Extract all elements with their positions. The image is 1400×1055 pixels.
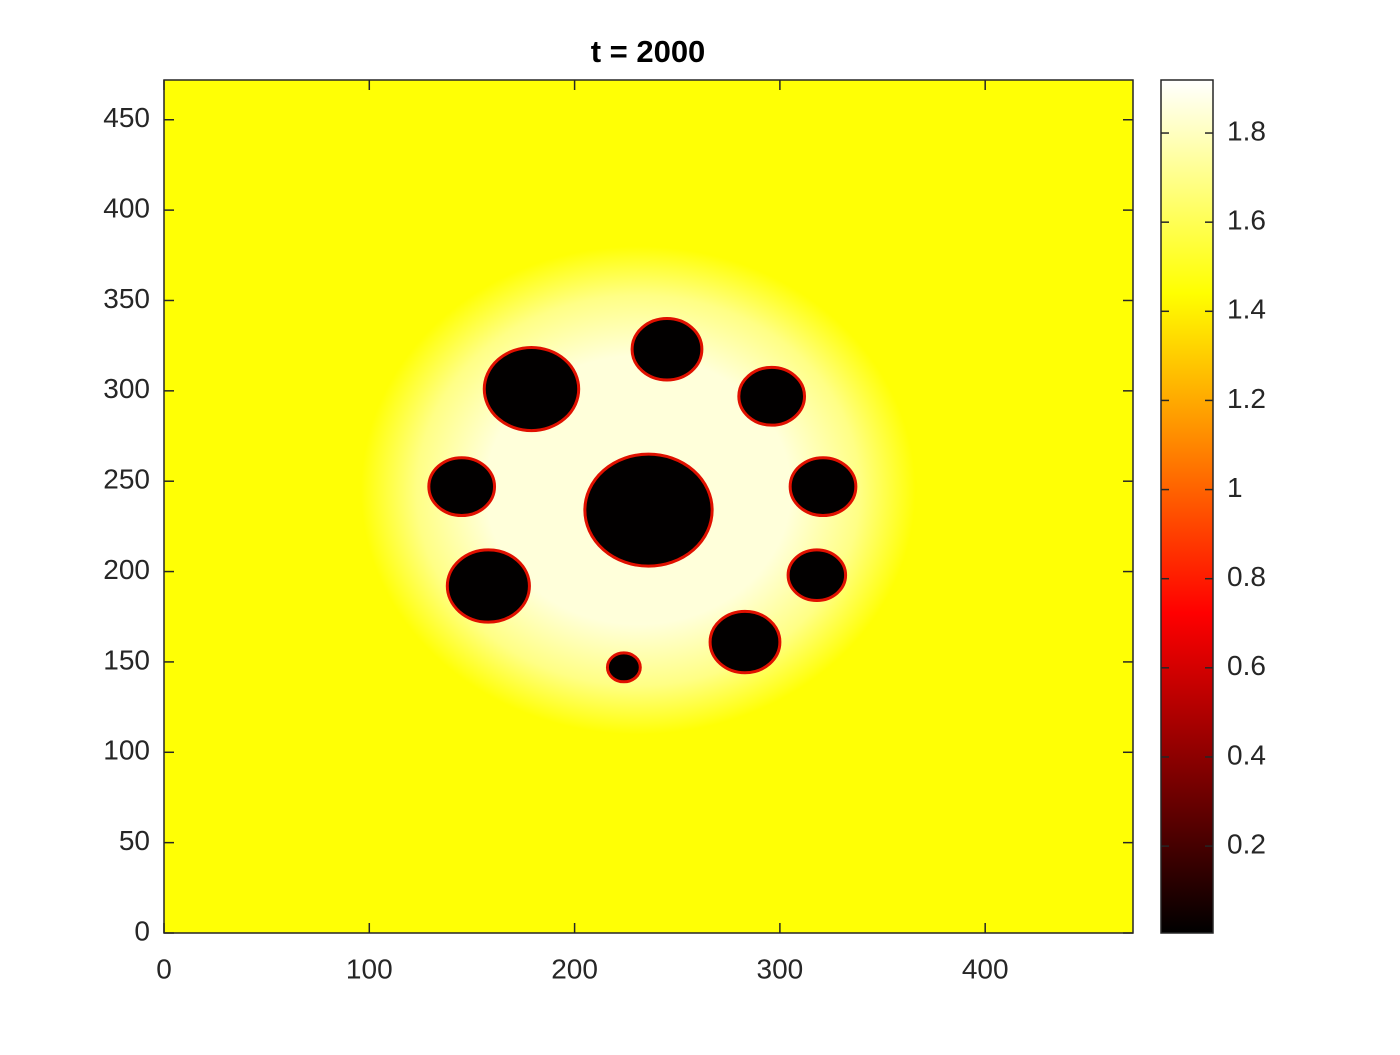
spot [583, 452, 714, 568]
spot [630, 317, 704, 382]
x-tick-label: 0 [156, 953, 172, 984]
colorbar-tick-label: 0.6 [1227, 650, 1266, 681]
colorbar-tick-label: 0.2 [1227, 828, 1266, 859]
x-tick-label: 200 [551, 953, 598, 984]
x-tick-label: 100 [346, 953, 393, 984]
colorbar-tick-label: 0.8 [1227, 561, 1266, 592]
x-tick-label: 400 [962, 953, 1009, 984]
y-tick-label: 100 [103, 735, 150, 766]
spot [786, 548, 848, 602]
chart-title: t = 2000 [591, 34, 706, 69]
x-tick-label: 300 [757, 953, 804, 984]
colorbar-tick-label: 1.2 [1227, 383, 1266, 414]
y-tick-label: 350 [103, 283, 150, 314]
y-tick-label: 150 [103, 644, 150, 675]
y-tick-label: 400 [103, 193, 150, 224]
y-tick-label: 450 [103, 102, 150, 133]
colorbar-tick-label: 1 [1227, 472, 1243, 503]
colorbar [1160, 79, 1214, 934]
spot [708, 609, 782, 675]
colorbar-tick-label: 1.4 [1227, 294, 1266, 325]
spot [737, 365, 807, 427]
y-tick-label: 200 [103, 554, 150, 585]
colorbar-tick-label: 0.4 [1227, 739, 1266, 770]
y-tick-label: 0 [134, 915, 150, 946]
spot [482, 345, 581, 433]
spot [445, 548, 531, 624]
colorbar-tick-label: 1.8 [1227, 115, 1266, 146]
colorbar-tick-label: 1.6 [1227, 205, 1266, 236]
spot [427, 456, 497, 518]
heatmap [164, 80, 1133, 933]
spot [788, 456, 858, 518]
spot [605, 651, 642, 684]
y-tick-label: 50 [119, 825, 150, 856]
y-tick-label: 250 [103, 464, 150, 495]
y-tick-label: 300 [103, 373, 150, 404]
axes-box [163, 79, 1134, 934]
